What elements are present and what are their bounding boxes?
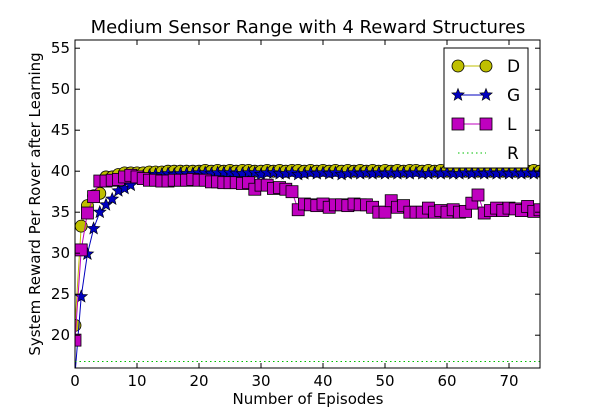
legend-entry-l: L bbox=[451, 115, 517, 135]
x-tick-label: 10 bbox=[127, 372, 146, 390]
series-g-point bbox=[86, 221, 101, 235]
series-g-point bbox=[105, 191, 120, 206]
x-tick-label: 40 bbox=[313, 372, 332, 390]
series-l-point bbox=[75, 333, 82, 347]
y-tick-label: 40 bbox=[51, 162, 70, 180]
legend-marker-l bbox=[479, 117, 493, 131]
x-axis-label: Number of Episodes bbox=[233, 390, 384, 408]
y-tick-label: 45 bbox=[51, 121, 70, 139]
y-tick-label: 35 bbox=[51, 203, 70, 221]
series-l-point bbox=[285, 185, 299, 199]
legend-entry-d: D bbox=[451, 57, 520, 77]
x-tick-label: 50 bbox=[375, 372, 394, 390]
legend-marker-d bbox=[451, 59, 465, 73]
y-tick-label: 25 bbox=[51, 285, 70, 303]
legend-label-l: L bbox=[507, 115, 517, 135]
legend-marker-g bbox=[479, 87, 493, 101]
x-tick-label: 0 bbox=[70, 372, 80, 390]
legend-label-g: G bbox=[507, 86, 520, 106]
legend-label-d: D bbox=[507, 57, 520, 77]
series-l-point bbox=[378, 205, 392, 219]
legend-entry-g: G bbox=[451, 86, 520, 106]
y-tick-label: 55 bbox=[51, 39, 70, 57]
legend-entry-r: R bbox=[458, 144, 519, 164]
series-l-point bbox=[471, 188, 485, 202]
x-tick-label: 20 bbox=[189, 372, 208, 390]
legend-marker-d bbox=[479, 59, 493, 73]
chart-title: Medium Sensor Range with 4 Reward Struct… bbox=[91, 17, 526, 38]
y-tick-label: 50 bbox=[51, 80, 70, 98]
plot-frame bbox=[74, 39, 541, 369]
y-axis-label: System Reward Per Rover after Learning bbox=[26, 52, 44, 355]
series-l-point bbox=[533, 203, 540, 217]
legend-marker-g bbox=[451, 87, 465, 101]
series-l-point bbox=[75, 243, 88, 257]
x-tick-label: 30 bbox=[251, 372, 270, 390]
y-tick-label: 30 bbox=[51, 244, 70, 262]
x-tick-label: 60 bbox=[437, 372, 456, 390]
series-g-point bbox=[92, 204, 107, 219]
legend-label-r: R bbox=[507, 144, 519, 164]
y-tick-label: 20 bbox=[51, 326, 70, 344]
series-l-point bbox=[81, 206, 94, 220]
series-group bbox=[75, 163, 540, 368]
series-l-point bbox=[87, 190, 100, 204]
x-tick-label: 70 bbox=[499, 372, 518, 390]
legend-marker-l bbox=[451, 117, 465, 131]
series-l bbox=[75, 168, 540, 347]
